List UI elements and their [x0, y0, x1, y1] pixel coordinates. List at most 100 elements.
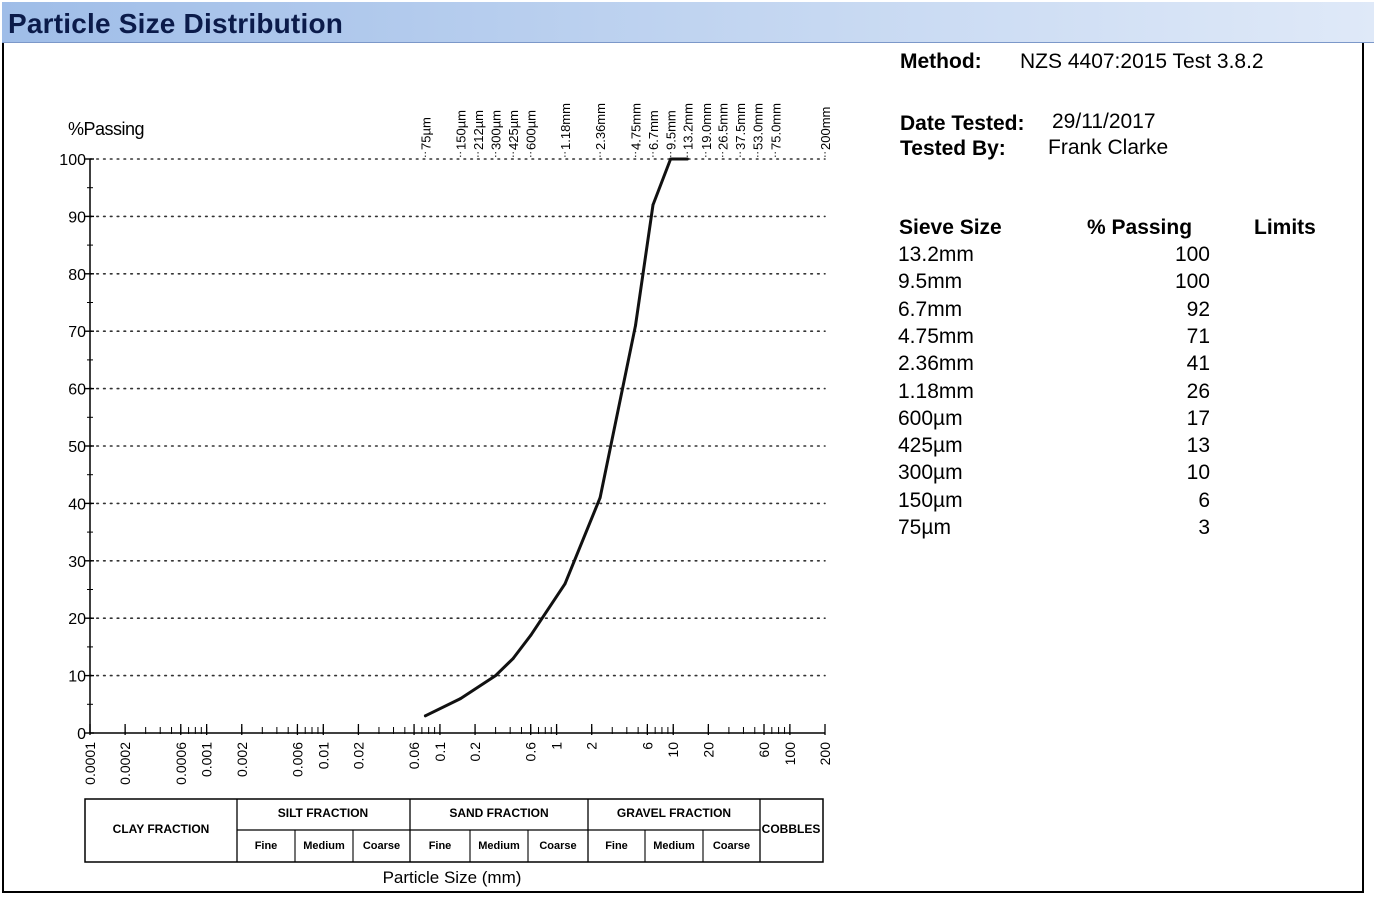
percent-passing-cell: 41 — [1186, 352, 1210, 376]
x-tick-label: 0.01 — [315, 742, 331, 769]
x-tick-label: 0.006 — [289, 742, 305, 777]
sand-coarse-label: Coarse — [539, 840, 576, 852]
sieve-size-cell: 75µm — [898, 516, 951, 539]
title-bar: Particle Size Distribution — [2, 2, 1374, 43]
sieve-label: 19.0mm — [699, 103, 714, 150]
sieve-label: 1.18mm — [558, 103, 573, 150]
x-tick-label: 0.02 — [350, 742, 366, 769]
tester-value: Frank Clarke — [1048, 136, 1169, 159]
sieve-size-cell: 1.18mm — [898, 379, 974, 403]
silt-medium-label: Medium — [303, 840, 345, 852]
percent-passing-cell: 6 — [1198, 488, 1210, 512]
sieve-size-cell: 6.7mm — [898, 297, 963, 321]
series-layer — [423, 157, 689, 718]
tester-label: Tested By: — [900, 137, 1006, 160]
sieve-label: 6.7mm — [646, 110, 661, 150]
sieve-label: 4.75mm — [629, 103, 644, 150]
y-tick-label-10: 10 — [68, 669, 86, 686]
y-tick-label-50: 50 — [68, 439, 86, 456]
gravel-medium-label: Medium — [653, 840, 695, 852]
y-tick-label-100: 100 — [59, 152, 86, 169]
fraction-table-border — [84, 798, 824, 863]
sieve-size-cell: 13.2mm — [898, 243, 974, 266]
x-tick-label: 0.06 — [406, 742, 422, 769]
sieve-label: 425µm — [506, 110, 521, 150]
percent-passing-cell: 100 — [1174, 270, 1210, 294]
x-tick-label: 20 — [700, 742, 716, 758]
data-point — [669, 157, 673, 161]
grading-curve — [423, 157, 689, 718]
x-tick-label: 1 — [549, 742, 565, 750]
header-percent-passing: % Passing — [1087, 216, 1193, 239]
y-axis-label: %Passing — [68, 119, 144, 139]
sieve-size-cell: 600µm — [898, 406, 963, 430]
sieve-size-cell: 425µm — [898, 434, 963, 458]
data-point — [494, 674, 497, 677]
sieve-label: 53.0mm — [751, 103, 766, 150]
sieve-size-cell: 2.36mm — [898, 352, 974, 376]
silt-coarse-label: Coarse — [363, 840, 400, 852]
sieve-size-cell: 150µm — [898, 488, 963, 512]
silt-fine-label: Fine — [255, 840, 278, 852]
y-tick-label-60: 60 — [68, 382, 86, 399]
sieve-size-cell: 4.75mm — [898, 324, 974, 348]
percent-passing-cell: 17 — [1186, 406, 1210, 430]
fraction-table: CLAY FRACTION SILT FRACTION SAND FRACTION G… — [84, 798, 824, 887]
percent-passing-cell: 13 — [1186, 434, 1210, 458]
percent-passing-cell: 92 — [1186, 297, 1210, 321]
x-axis-label: Particle Size (mm) — [383, 868, 522, 887]
y-tick-label-70: 70 — [68, 324, 86, 341]
cobbles-fraction-label: COBBLES — [762, 822, 821, 836]
clay-fraction-label: CLAY FRACTION — [113, 822, 210, 836]
percent-passing-cell: 10 — [1186, 461, 1210, 485]
x-tick-label: 2 — [584, 742, 600, 750]
sieve-label: 37.5mm — [733, 103, 748, 150]
method-value: NZS 4407:2015 Test 3.8.2 — [1020, 50, 1264, 73]
page-title: Particle Size Distribution — [8, 8, 344, 39]
label-layer: 0 10 20 30 40 50 60 70 80 90 100 %Passing 0.0001 0.00… — [59, 103, 833, 785]
sieve-label: 75.0mm — [768, 103, 783, 150]
x-tick-label: 0.0001 — [82, 742, 98, 785]
sieve-label: 200mm — [818, 107, 833, 150]
sieve-label: 150µm — [453, 110, 468, 150]
sieve-label: 26.5mm — [716, 103, 731, 150]
sieve-label: 300µm — [489, 110, 504, 150]
sieve-label: 212µm — [471, 110, 486, 150]
x-tick-label: 0.6 — [523, 742, 539, 762]
x-tick-label: 100 — [782, 742, 798, 766]
x-tick-label: 10 — [665, 742, 681, 758]
y-tick-label-40: 40 — [68, 496, 86, 513]
x-tick-label: 0.001 — [199, 742, 215, 777]
gravel-fraction-label: GRAVEL FRACTION — [617, 806, 731, 820]
grid-layer — [89, 151, 826, 677]
data-point — [651, 203, 655, 207]
header-sieve-size: Sieve Size — [899, 216, 1002, 239]
sieve-label: 75µm — [418, 117, 433, 150]
y-tick-label-30: 30 — [68, 554, 86, 571]
method-label: Method: — [900, 50, 982, 73]
data-point — [459, 697, 462, 700]
silt-fraction-label: SILT FRACTION — [278, 806, 368, 820]
data-point — [511, 656, 515, 660]
x-tick-label: 60 — [756, 742, 772, 758]
x-tick-label: 0.1 — [432, 742, 448, 762]
y-tick-label-80: 80 — [68, 267, 86, 284]
x-tick-label: 0.2 — [467, 742, 483, 762]
data-point — [529, 634, 533, 637]
header-limits: Limits — [1254, 216, 1316, 239]
x-tick-label: 0.002 — [234, 742, 250, 777]
y-tick-label-0: 0 — [77, 726, 86, 743]
data-point — [563, 582, 567, 586]
sand-medium-label: Medium — [478, 840, 520, 852]
sieve-label: 600µm — [524, 110, 539, 150]
percent-passing-cell: 71 — [1186, 324, 1210, 348]
data-point — [685, 157, 689, 161]
gravel-fine-label: Fine — [605, 840, 628, 852]
sand-fraction-label: SAND FRACTION — [449, 806, 548, 820]
sieve-label: 9.5mm — [664, 110, 679, 150]
x-tick-label: 200 — [817, 742, 833, 766]
x-tick-label: 0.0002 — [117, 742, 133, 785]
data-point — [423, 714, 427, 718]
date-label: Date Tested: — [900, 112, 1025, 135]
